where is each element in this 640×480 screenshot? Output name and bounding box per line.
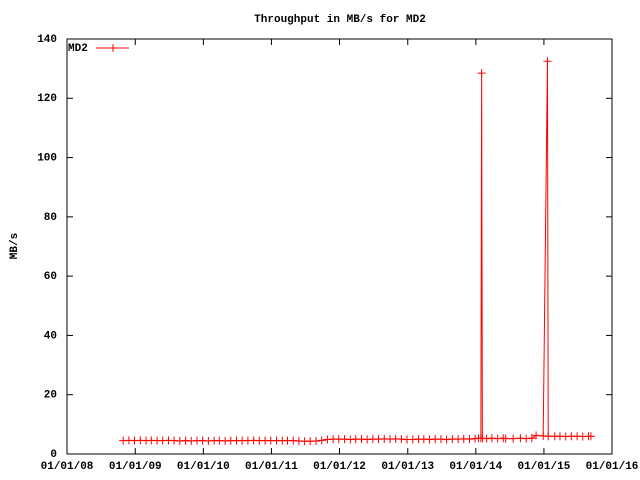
y-tick-label: 0 (50, 449, 57, 461)
legend-label: MD2 (68, 43, 88, 55)
point-marker (509, 434, 518, 443)
point-marker (586, 432, 595, 441)
x-tick-label: 01/01/16 (586, 461, 639, 473)
y-axis-label: MB/s (9, 233, 21, 259)
x-tick-label: 01/01/08 (41, 461, 94, 473)
y-tick-label: 80 (44, 212, 57, 224)
x-tick-label: 01/01/10 (177, 461, 230, 473)
y-tick-label: 120 (37, 93, 57, 105)
point-marker (317, 436, 326, 445)
y-tick-label: 100 (37, 152, 57, 164)
point-marker (527, 434, 536, 443)
x-tick-label: 01/01/09 (109, 461, 162, 473)
point-marker (532, 431, 541, 440)
x-tick-label: 01/01/15 (518, 461, 571, 473)
point-marker (501, 434, 510, 443)
plot-border (66, 38, 613, 455)
x-tick-label: 01/01/12 (313, 461, 366, 473)
point-marker (543, 57, 552, 66)
y-tick-label: 20 (44, 390, 57, 402)
y-tick-label: 140 (37, 34, 57, 46)
y-tick-label: 60 (44, 271, 57, 283)
point-marker (477, 69, 486, 78)
y-tick-label: 40 (44, 330, 57, 342)
chart-title: Throughput in MB/s for MD2 (254, 14, 426, 26)
x-tick-label: 01/01/11 (245, 461, 298, 473)
series-line (123, 61, 591, 442)
point-marker (311, 436, 320, 445)
x-tick-label: 01/01/13 (381, 461, 434, 473)
x-tick-label: 01/01/14 (449, 461, 502, 473)
legend-marker (109, 44, 117, 52)
point-marker (465, 435, 474, 444)
